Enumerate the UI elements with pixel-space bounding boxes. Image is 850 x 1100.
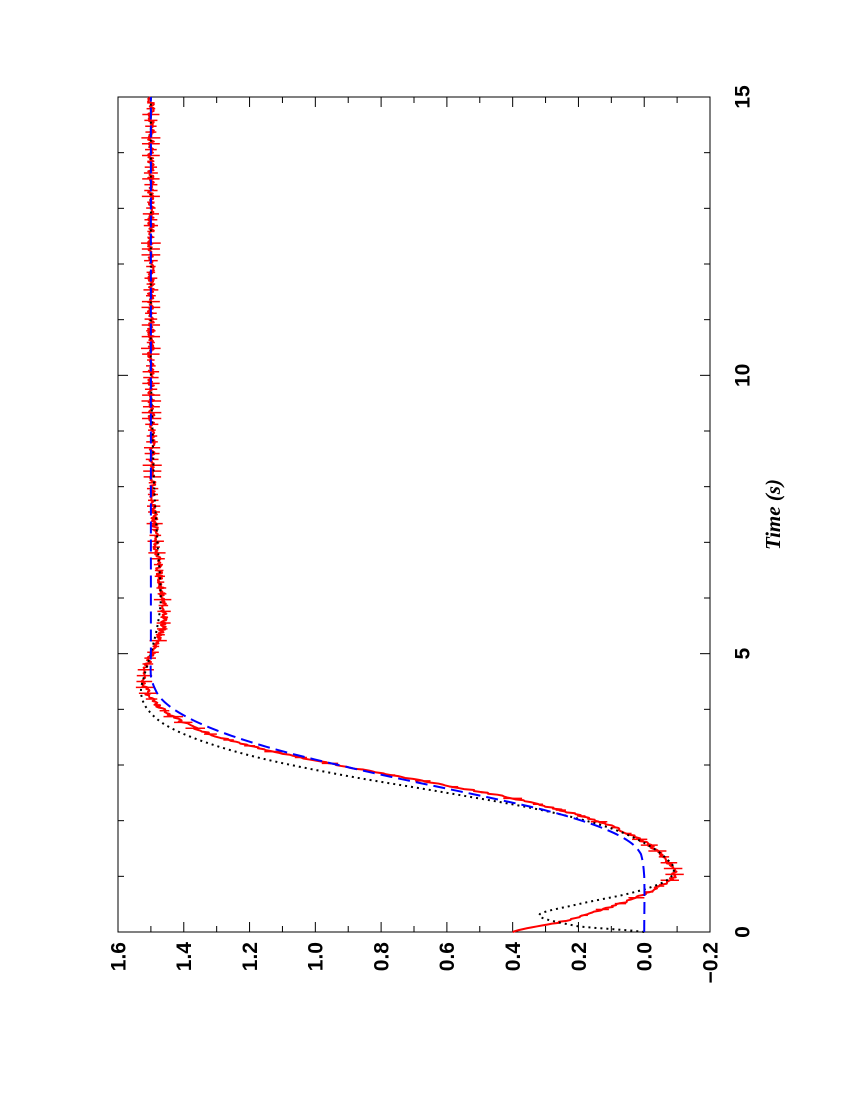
y-tick-label: 1.0 (305, 942, 328, 971)
tick-labels: 0 5 10 15 −0.2 0.0 0.2 0.4 0.6 0.8 1.0 1.2 1.4 1.6 (107, 85, 754, 983)
x-axis-title: Time (s) (761, 479, 785, 550)
series-line-solid (140, 96, 678, 933)
y-tick-label: 1.4 (173, 942, 196, 972)
x-tick-label: 5 (731, 648, 754, 660)
x-tick-label: 15 (731, 85, 754, 109)
y-tick-label: 0.6 (436, 942, 459, 971)
y-tick-label: 1.6 (107, 942, 130, 971)
series-line-dashed (149, 97, 646, 932)
y-tick-label: 0.2 (568, 942, 591, 971)
series-layer (135, 96, 684, 933)
y-tick-label: 0.8 (370, 942, 393, 972)
y-tick-label: 1.2 (239, 942, 262, 971)
plot-frame (117, 96, 711, 933)
y-tick-label: −0.2 (699, 942, 722, 983)
y-tick-label: 0.4 (502, 942, 525, 972)
series-line-dotted (139, 97, 675, 933)
tick-marks (117, 96, 711, 933)
x-tick-label: 0 (731, 926, 754, 938)
x-tick-label: 10 (731, 364, 754, 387)
y-tick-label: 0.0 (634, 942, 657, 971)
